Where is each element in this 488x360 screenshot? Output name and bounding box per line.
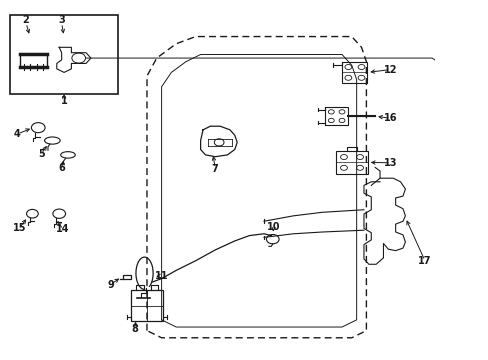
Text: 17: 17 <box>417 256 431 266</box>
Text: 9: 9 <box>107 280 114 290</box>
Text: 8: 8 <box>131 324 138 334</box>
Text: 14: 14 <box>56 225 70 234</box>
Text: 2: 2 <box>22 15 29 26</box>
Text: 4: 4 <box>14 129 20 139</box>
Bar <box>131 290 163 320</box>
Bar <box>10 15 118 94</box>
Bar <box>341 62 366 83</box>
Text: 15: 15 <box>13 224 26 233</box>
Text: 6: 6 <box>58 163 65 173</box>
Text: 10: 10 <box>266 222 280 231</box>
Text: 11: 11 <box>155 271 168 281</box>
Text: 12: 12 <box>383 64 397 75</box>
Bar <box>335 151 367 174</box>
Text: 7: 7 <box>211 163 218 174</box>
Bar <box>325 107 347 126</box>
Text: 5: 5 <box>38 149 44 159</box>
Text: 3: 3 <box>58 15 65 26</box>
Text: 13: 13 <box>383 158 397 168</box>
Text: 16: 16 <box>383 113 397 123</box>
Text: 1: 1 <box>61 96 67 106</box>
